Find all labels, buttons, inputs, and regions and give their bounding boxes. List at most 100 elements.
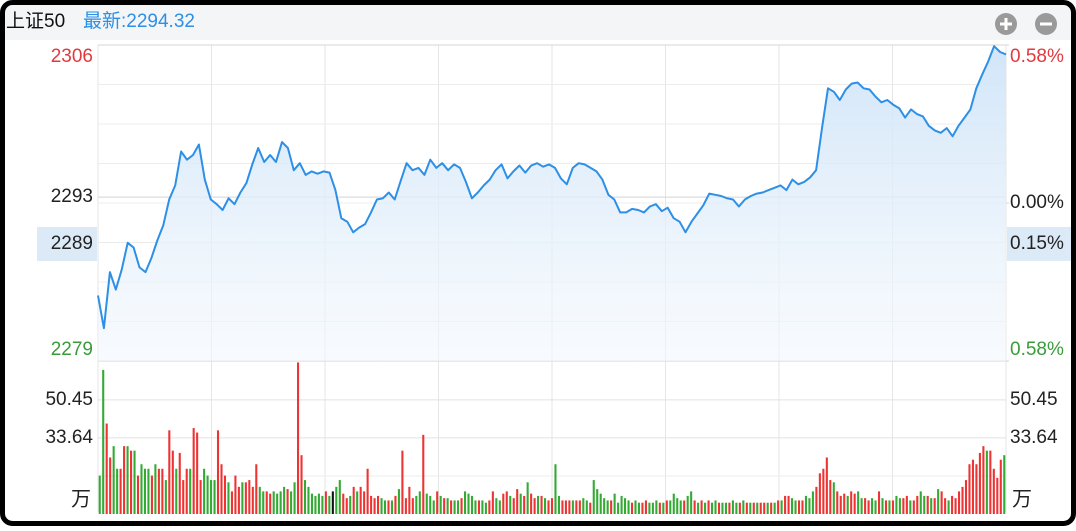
volume-bar (547, 500, 550, 514)
volume-bar (606, 500, 609, 514)
volume-bar (150, 475, 153, 514)
volume-bar (731, 500, 734, 514)
volume-bar (843, 493, 846, 514)
volume-bar (154, 464, 157, 514)
volume-bar (550, 498, 554, 514)
volume-bar (276, 493, 279, 514)
volume-bar (676, 498, 679, 514)
volume-bar (641, 502, 644, 514)
volume-bar (839, 495, 842, 514)
volume-bar (98, 475, 101, 514)
volume-bar (262, 491, 265, 514)
y-unit-left: 万 (71, 488, 91, 510)
volume-bar (961, 486, 964, 514)
volume-bar (484, 502, 487, 514)
volume-bar (877, 491, 881, 514)
volume-bar (157, 468, 160, 514)
volume-bar (164, 480, 167, 514)
volume-bar (610, 500, 613, 514)
zoom-out-button[interactable] (1035, 13, 1057, 35)
volume-bar (644, 500, 647, 514)
volume-bar (589, 502, 592, 514)
volume-bar (891, 500, 894, 514)
volume-bar (749, 502, 752, 514)
volume-bar (630, 502, 634, 514)
volume-bar (126, 446, 129, 514)
volume-bar (898, 498, 901, 514)
volume-bar (140, 464, 143, 514)
volume-bar (926, 495, 929, 514)
volume-bar (307, 486, 310, 514)
volume-bar (825, 457, 828, 514)
volume-bar (923, 495, 926, 514)
volume-bar (335, 486, 338, 514)
volume-bar (599, 493, 602, 514)
volume-bar (853, 493, 856, 514)
volume-bar (905, 495, 908, 514)
zoom-in-button[interactable] (995, 13, 1017, 35)
volume-bar (596, 489, 599, 514)
volume-bar (651, 502, 654, 514)
volume-bar (714, 500, 717, 514)
volume-bar (453, 500, 456, 514)
y2-tick-label: 0.00% (1010, 192, 1064, 213)
volume-bar (533, 498, 536, 514)
volume-bar (815, 486, 818, 514)
volume-bar (735, 502, 738, 514)
volume-bar (415, 495, 418, 514)
volume-bar (349, 495, 352, 514)
volume-bar (780, 500, 783, 514)
volume-bar (251, 486, 254, 514)
volume-bar (557, 495, 561, 514)
volume-bar (571, 500, 574, 514)
volume-bar (523, 495, 526, 514)
volume-bar (717, 502, 721, 514)
volume-bar (394, 495, 397, 514)
volume-bar (244, 482, 247, 514)
volume-bar (411, 498, 414, 514)
volume-bar (488, 500, 491, 514)
volume-bar (902, 498, 905, 514)
volume-bar (624, 498, 627, 514)
volume-bar (457, 500, 460, 514)
volume-bar (463, 491, 467, 514)
volume-bar (818, 473, 821, 514)
volume-bar (797, 500, 801, 514)
volume-bar (512, 498, 515, 514)
volume-bar (766, 502, 769, 514)
volume-bar (693, 500, 696, 514)
volume-bar (738, 502, 741, 514)
volume-bar (617, 502, 620, 514)
volume-bar (147, 468, 150, 514)
volume-bar (613, 493, 616, 514)
volume-bar (575, 500, 578, 514)
volume-bar (279, 491, 282, 514)
volume-bar (704, 502, 707, 514)
volume-bar (620, 495, 623, 514)
volume-bar (648, 502, 651, 514)
volume-bar (912, 500, 915, 514)
volume-bar (189, 468, 192, 514)
volume-bar (846, 495, 849, 514)
crosshair-left-band (37, 226, 97, 261)
volume-bar (860, 498, 863, 514)
volume-bar (707, 500, 710, 514)
volume-bar (763, 502, 766, 514)
volume-bar (530, 493, 533, 514)
volume-bar (342, 493, 345, 514)
volume-bar (359, 486, 362, 514)
header-bar (4, 5, 1072, 40)
volume-bar (314, 495, 317, 514)
volume-bar (102, 369, 105, 514)
volume-bar (206, 475, 209, 514)
volume-bar (540, 495, 543, 514)
volume-bar (223, 475, 227, 514)
volume-bar (721, 502, 724, 514)
volume-bar (568, 500, 571, 514)
volume-bar (996, 477, 999, 514)
volume-bar (220, 464, 223, 514)
volume-bar (982, 446, 985, 514)
volume-bar (811, 491, 814, 514)
volume-bar (397, 489, 400, 514)
